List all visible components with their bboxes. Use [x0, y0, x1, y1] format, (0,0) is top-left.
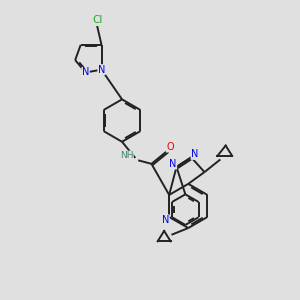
- Text: N: N: [98, 65, 105, 75]
- Text: N: N: [169, 159, 177, 169]
- Text: N: N: [82, 68, 89, 77]
- Text: Cl: Cl: [92, 15, 102, 26]
- Text: NH: NH: [120, 151, 133, 160]
- Text: O: O: [166, 142, 174, 152]
- Text: N: N: [162, 215, 169, 225]
- Text: N: N: [191, 149, 198, 159]
